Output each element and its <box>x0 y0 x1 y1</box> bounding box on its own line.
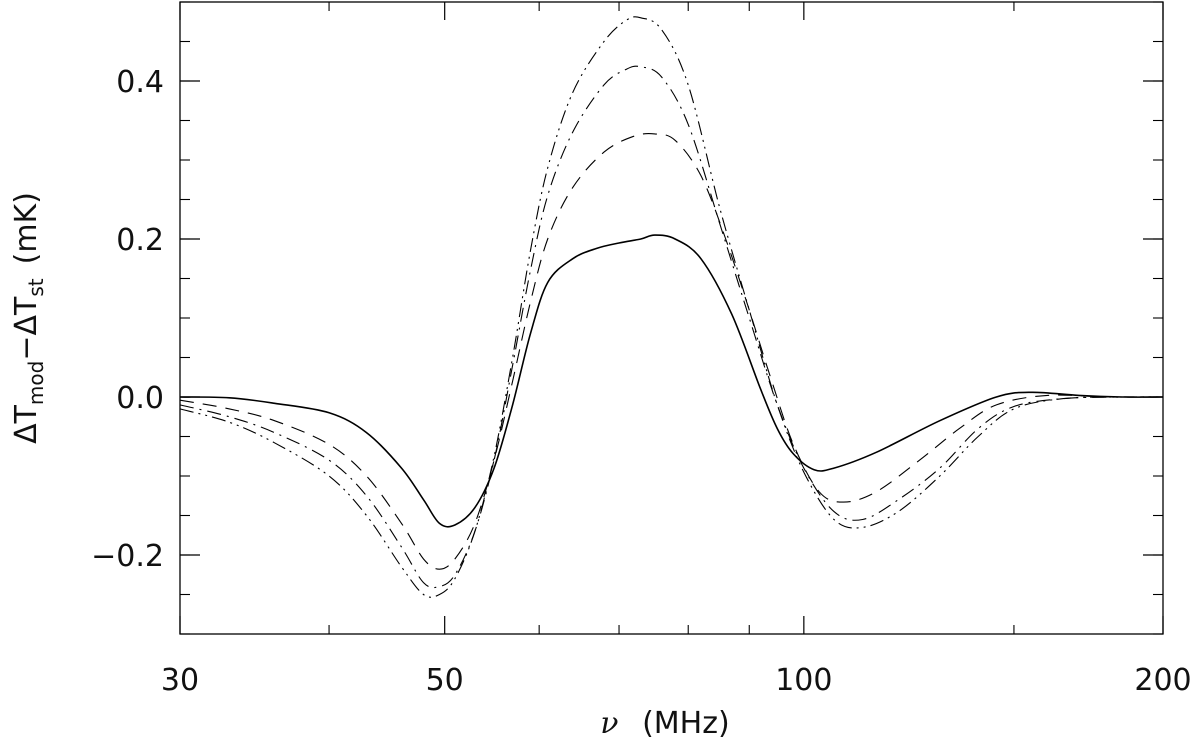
x-axis-unit: (MHz) <box>642 706 730 741</box>
series-line-dashed <box>179 133 1164 570</box>
y-label-minus: − <box>9 336 44 361</box>
series-line-dash-dot <box>179 65 1164 589</box>
y-label-unit: (mK) <box>9 192 44 264</box>
series-line-dash-dot-dot <box>179 16 1164 598</box>
series-layer <box>179 16 1164 598</box>
x-axis-symbol: ν <box>600 706 618 741</box>
y-label-sub-mod: mod <box>24 361 48 405</box>
y-tick-label: 0.4 <box>116 65 164 100</box>
tick-labels: 30 50 100 200 −0.2 0.0 0.2 0.4 <box>91 65 1191 698</box>
y-tick-label: −0.2 <box>91 539 164 574</box>
y-label-t-2: T <box>9 296 44 316</box>
y-label-sub-st: st <box>24 278 48 296</box>
ticks <box>179 1 1164 635</box>
x-tick-label: 100 <box>775 663 832 698</box>
y-tick-label: 0.0 <box>116 381 164 416</box>
x-tick-label: 30 <box>161 663 199 698</box>
x-tick-label: 200 <box>1134 663 1191 698</box>
y-axis-label: ΔTmod−ΔTst(mK) <box>9 192 48 444</box>
plot-frame <box>179 1 1164 635</box>
x-axis-label: ν (MHz) <box>600 706 729 741</box>
x-tick-label: 50 <box>426 663 464 698</box>
y-label-delta-1: Δ <box>9 423 44 444</box>
y-label-delta-2: Δ <box>9 315 44 336</box>
y-tick-label: 0.2 <box>116 223 164 258</box>
series-line-solid <box>179 234 1164 528</box>
y-label-t-1: T <box>9 404 44 424</box>
